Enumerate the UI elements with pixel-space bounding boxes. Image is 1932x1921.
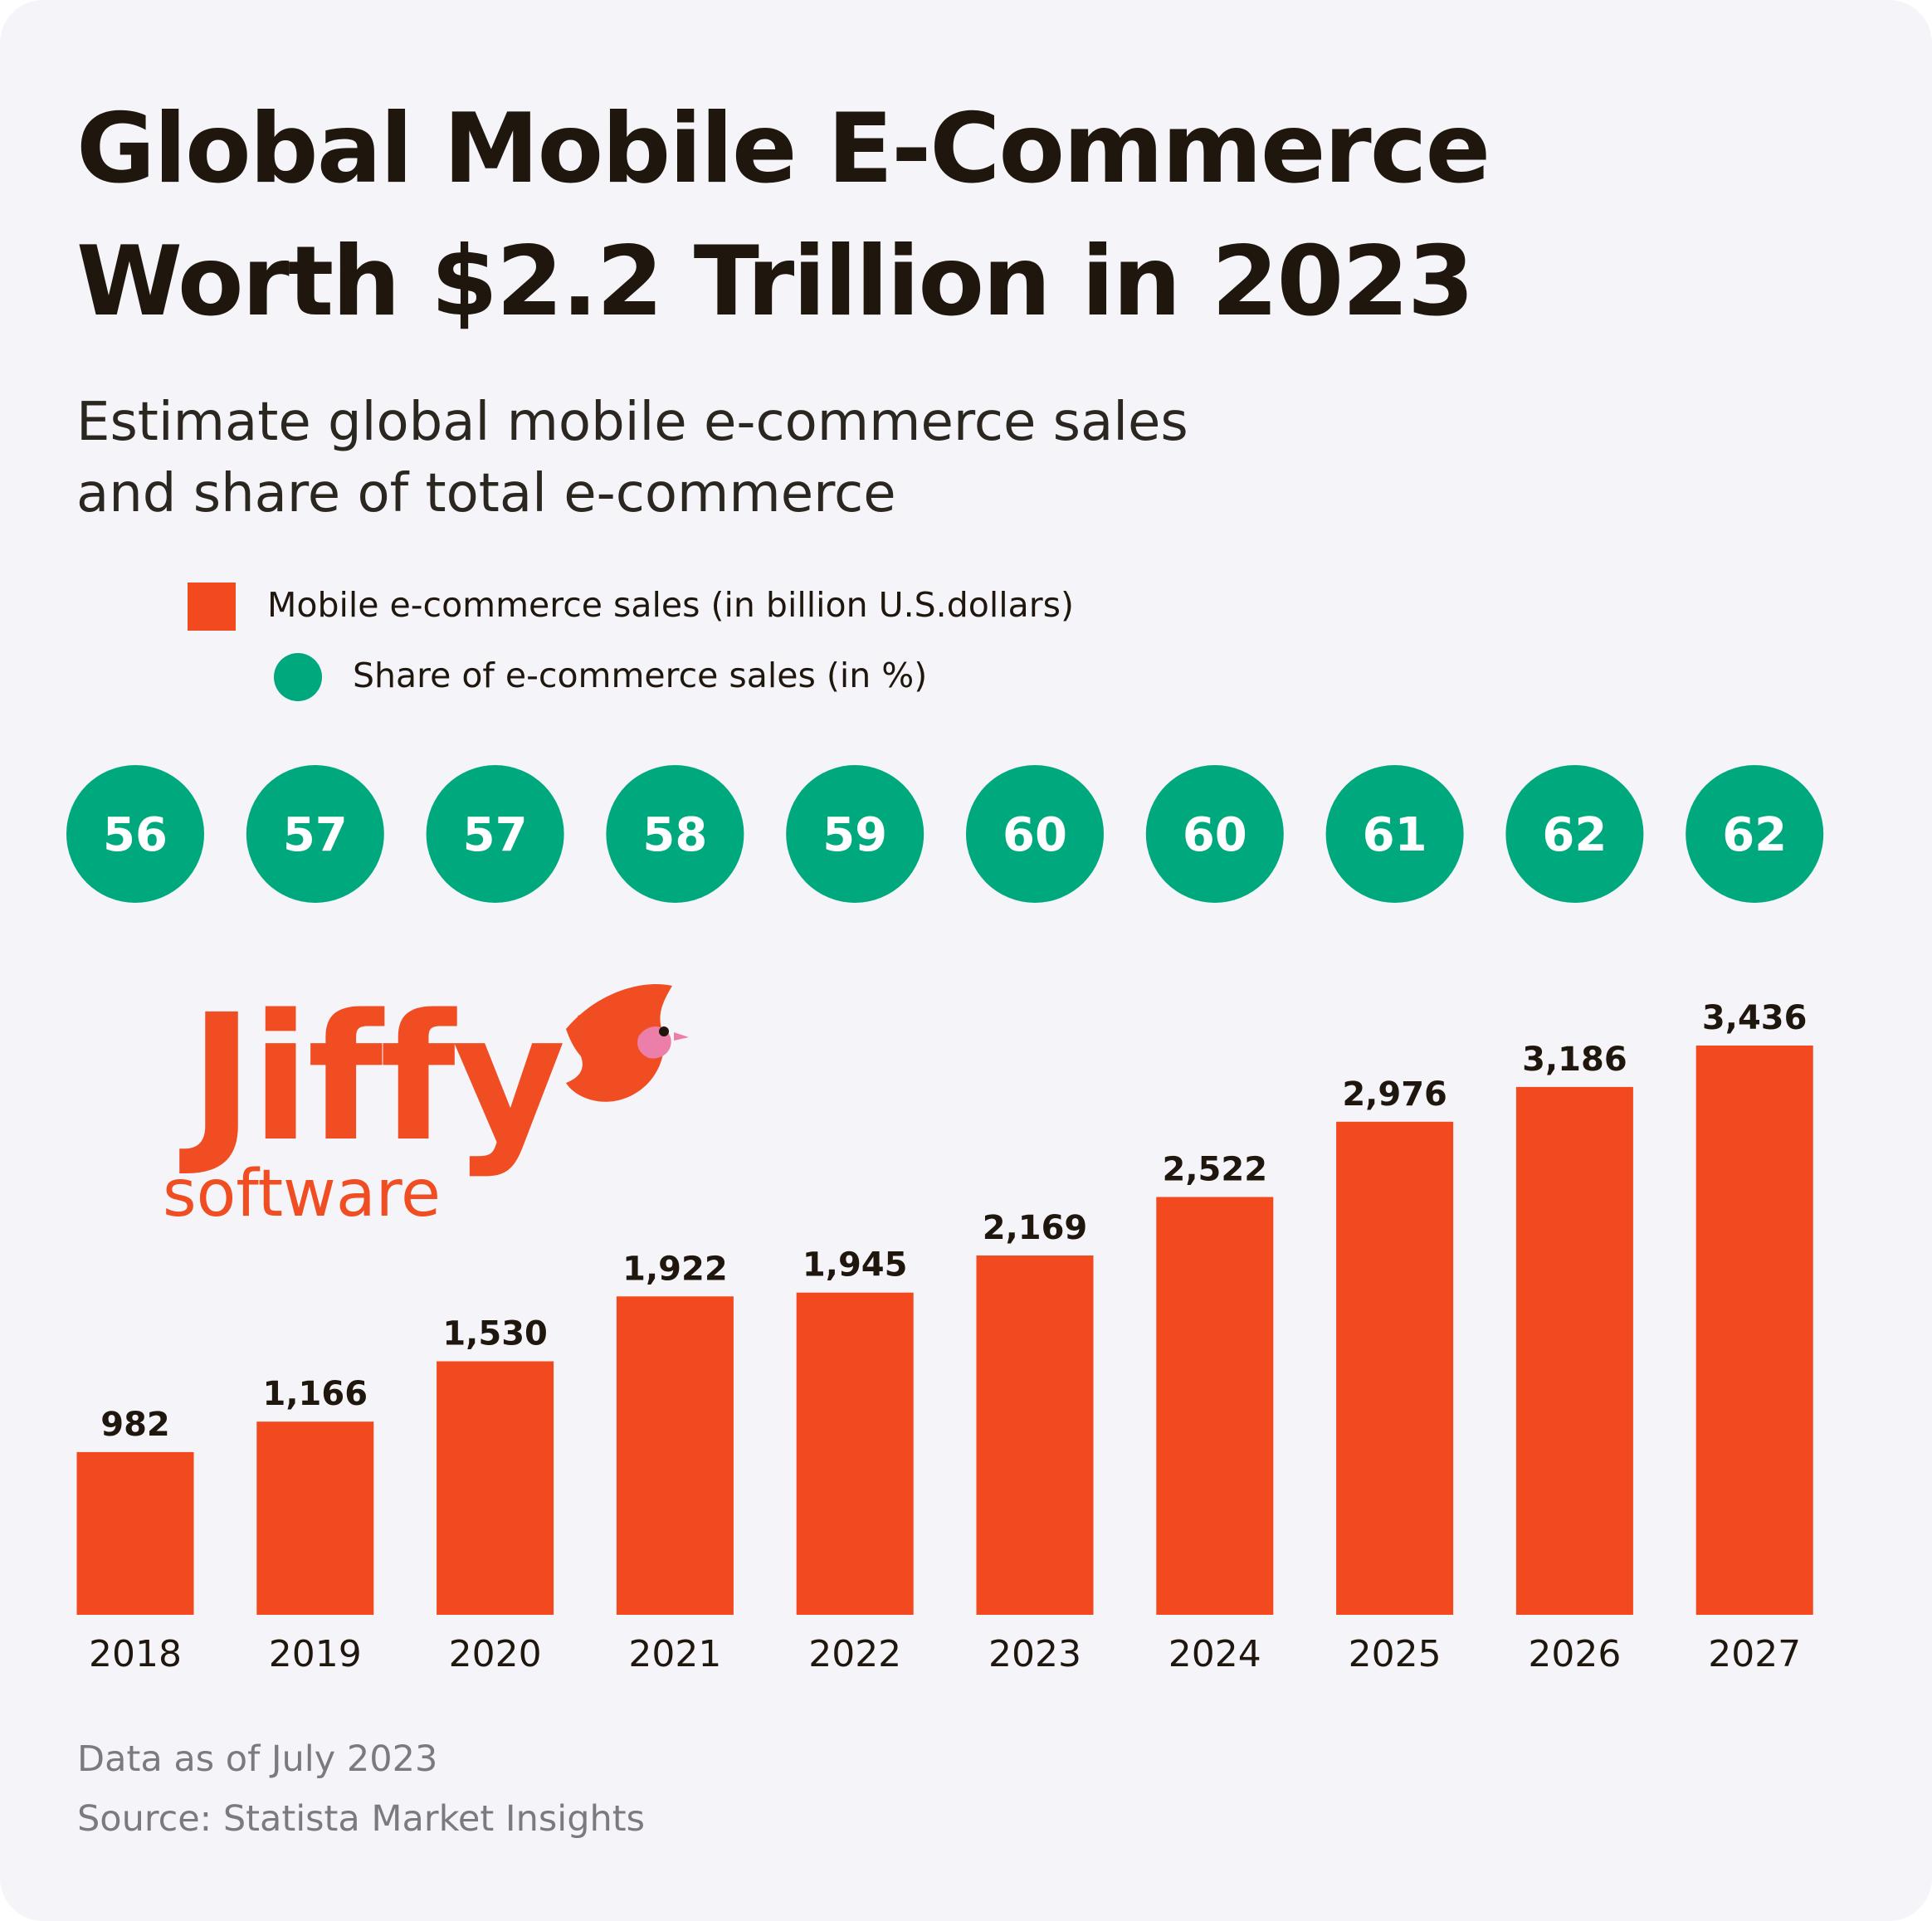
title-line-2: Worth $2.2 Trillion in 2023	[76, 226, 1475, 338]
x-tick-label-2019: 2019	[269, 1633, 362, 1675]
jiffy-logo: Jiffy software	[163, 977, 689, 1231]
logo-wordmark: Jiffy	[179, 977, 564, 1180]
share-circle-2020	[426, 765, 564, 903]
share-circle-2018	[66, 765, 204, 903]
bar-2024	[1156, 1197, 1274, 1615]
bar-value-label-2021: 1,922	[622, 1250, 728, 1288]
chart-footer: Data as of July 2023 Source: Statista Ma…	[77, 1729, 645, 1849]
share-label-2020: 57	[463, 808, 528, 862]
bar-value-label-2025: 2,976	[1342, 1075, 1447, 1114]
share-label-2027: 62	[1722, 808, 1787, 862]
share-label-2025: 61	[1363, 808, 1427, 862]
share-circles: 56 57 57 58 59 60 60 61 62 62	[66, 765, 1824, 903]
footer-note: Data as of July 2023	[77, 1738, 438, 1780]
bar-2022	[796, 1292, 914, 1615]
x-tick-label-2026: 2026	[1528, 1633, 1621, 1675]
bar-value-label-2024: 2,522	[1163, 1151, 1268, 1189]
share-circle-2026	[1505, 765, 1644, 903]
share-label-2018: 56	[103, 808, 168, 862]
share-label-2024: 60	[1183, 808, 1247, 862]
bar-value-label-2022: 1,945	[803, 1246, 908, 1285]
sales-bars: 982 2018 1,166 2019 1,530 2020 1,922 2021 1,945 2…	[76, 999, 1813, 1675]
bar-value-label-2027: 3,436	[1702, 999, 1808, 1037]
share-circle-2023	[966, 765, 1104, 903]
share-label-2021: 58	[642, 808, 707, 862]
x-tick-label-2024: 2024	[1168, 1633, 1261, 1675]
bar-2023	[976, 1255, 1094, 1615]
share-circle-2022	[786, 765, 925, 903]
bar-2019	[256, 1421, 374, 1615]
x-tick-label-2025: 2025	[1349, 1633, 1442, 1675]
x-tick-label-2023: 2023	[988, 1633, 1081, 1675]
legend-swatch-share	[274, 653, 322, 701]
subtitle-line-2: and share of total e-commerce	[76, 463, 896, 524]
legend-label-sales: Mobile e-commerce sales (in billion U.S.…	[267, 585, 1074, 625]
chart-subtitle: Estimate global mobile e-commerce sales …	[76, 387, 1487, 529]
share-label-2019: 57	[283, 808, 348, 862]
bar-value-label-2026: 3,186	[1522, 1041, 1627, 1079]
chart-title: Global Mobile E-Commerce Worth $2.2 Tril…	[76, 83, 1861, 349]
footer-source: Source: Statista Market Insights	[77, 1798, 646, 1840]
bar-value-label-2018: 982	[100, 1406, 170, 1444]
bar-value-label-2023: 2,169	[983, 1209, 1088, 1247]
title-line-1: Global Mobile E-Commerce	[76, 93, 1490, 205]
bar-2020	[437, 1361, 554, 1615]
bar-2021	[616, 1296, 734, 1615]
share-circle-2019	[246, 765, 384, 903]
x-tick-label-2018: 2018	[89, 1633, 182, 1675]
x-tick-label-2021: 2021	[628, 1633, 721, 1675]
legend-swatch-sales	[188, 583, 236, 631]
share-label-2026: 62	[1542, 808, 1607, 862]
bar-2027	[1695, 1046, 1813, 1615]
subtitle-line-1: Estimate global mobile e-commerce sales	[76, 392, 1188, 453]
bar-value-label-2020: 1,530	[442, 1315, 548, 1353]
x-tick-label-2027: 2027	[1708, 1633, 1801, 1675]
bird-icon	[566, 983, 689, 1102]
legend-label-share: Share of e-commerce sales (in %)	[353, 656, 928, 695]
bar-2026	[1515, 1086, 1633, 1615]
share-label-2022: 59	[822, 808, 887, 862]
logo-tagline: software	[163, 1157, 441, 1231]
x-tick-label-2020: 2020	[449, 1633, 542, 1675]
share-circle-2025	[1325, 765, 1464, 903]
x-tick-label-2022: 2022	[808, 1633, 901, 1675]
share-circle-2021	[606, 765, 744, 903]
bar-value-label-2019: 1,166	[263, 1375, 368, 1413]
share-circle-2024	[1145, 765, 1284, 903]
bar-2025	[1336, 1121, 1454, 1615]
bar-2018	[76, 1451, 194, 1615]
share-label-2023: 60	[1003, 808, 1067, 862]
share-circle-2027	[1686, 765, 1824, 903]
